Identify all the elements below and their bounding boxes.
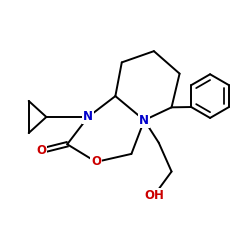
Text: O: O — [91, 156, 101, 168]
Text: O: O — [36, 144, 46, 157]
Text: OH: OH — [144, 189, 164, 202]
Text: N: N — [83, 110, 93, 124]
Text: N: N — [139, 114, 149, 127]
